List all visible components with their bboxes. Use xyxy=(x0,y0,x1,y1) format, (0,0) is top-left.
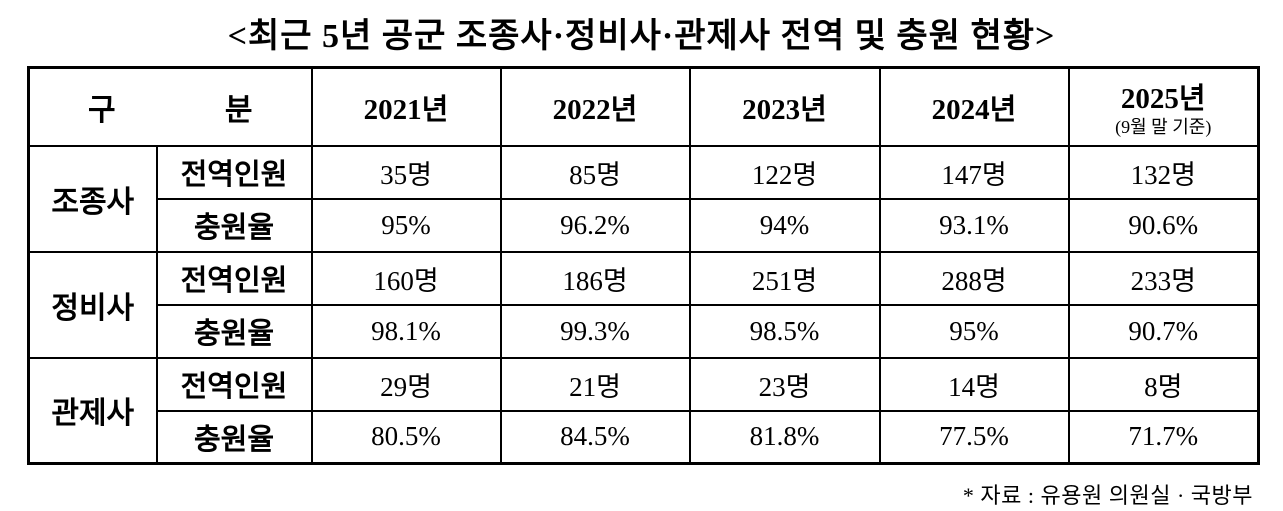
cell-value: 94% xyxy=(688,197,881,253)
cell-value: 186명 xyxy=(499,250,691,306)
cell-value: 8명 xyxy=(1067,356,1260,412)
table-header-row: 구 분 2021년 2022년 2023년 2024년 2025년 (9월 말 … xyxy=(27,66,1260,147)
cell-value: 90.6% xyxy=(1067,197,1260,253)
cell-value: 288명 xyxy=(878,250,1070,306)
group-label-maintenance: 정비사 xyxy=(27,250,158,359)
group-label-controller: 관제사 xyxy=(27,356,158,465)
cell-value: 80.5% xyxy=(310,409,502,465)
header-year-2022: 2022년 xyxy=(499,66,691,147)
cell-value: 147명 xyxy=(878,144,1070,200)
cell-value: 21명 xyxy=(499,356,691,412)
cell-value: 29명 xyxy=(310,356,502,412)
cell-value: 77.5% xyxy=(878,409,1070,465)
row-label-discharged: 전역인원 xyxy=(155,250,313,306)
header-category: 구 분 xyxy=(27,66,313,147)
header-category-label: 구 분 xyxy=(30,85,311,129)
cell-value: 98.5% xyxy=(688,303,881,359)
cell-value: 95% xyxy=(310,197,502,253)
cell-value: 132명 xyxy=(1067,144,1260,200)
cell-value: 81.8% xyxy=(688,409,881,465)
cell-value: 99.3% xyxy=(499,303,691,359)
cell-value: 84.5% xyxy=(499,409,691,465)
header-year-2024: 2024년 xyxy=(878,66,1070,147)
cell-value: 251명 xyxy=(688,250,881,306)
source-note: * 자료 : 유용원 의원실 · 국방부 xyxy=(962,483,1253,508)
row-label-discharged: 전역인원 xyxy=(155,356,313,412)
header-category-left: 구 xyxy=(88,93,116,127)
group-label-pilot: 조종사 xyxy=(27,144,158,253)
document-page: <최근 5년 공군 조종사·정비사·관제사 전역 및 충원 현황> 구 분 20… xyxy=(0,8,1283,511)
cell-value: 95% xyxy=(878,303,1070,359)
header-year-2023: 2023년 xyxy=(688,66,881,147)
table-row: 조종사 전역인원 35명 85명 122명 147명 132명 xyxy=(27,144,1260,253)
cell-value: 23명 xyxy=(688,356,881,412)
header-year-2025-label: 2025년 xyxy=(1120,83,1206,116)
cell-value: 85명 xyxy=(499,144,691,200)
table-row: 충원율 98.1% 99.3% 98.5% 95% 90.7% xyxy=(29,303,1260,359)
row-label-fill-rate: 충원율 xyxy=(155,197,313,253)
header-year-2025-note: (9월 말 기준) xyxy=(1115,117,1212,138)
cell-value: 96.2% xyxy=(499,197,691,253)
row-label-fill-rate: 충원율 xyxy=(155,303,313,359)
cell-value: 90.7% xyxy=(1067,303,1260,359)
row-label-discharged: 전역인원 xyxy=(155,144,313,200)
cell-value: 14명 xyxy=(878,356,1070,412)
cell-value: 160명 xyxy=(310,250,502,306)
personnel-table: 구 분 2021년 2022년 2023년 2024년 2025년 (9월 말 … xyxy=(27,66,1260,465)
cell-value: 93.1% xyxy=(878,197,1070,253)
table-row: 정비사 전역인원 160명 186명 251명 288명 233명 xyxy=(27,250,1260,359)
header-year-2025: 2025년 (9월 말 기준) xyxy=(1067,66,1260,147)
row-label-fill-rate: 충원율 xyxy=(155,409,313,465)
cell-value: 71.7% xyxy=(1067,409,1260,465)
cell-value: 98.1% xyxy=(310,303,502,359)
header-category-right: 분 xyxy=(224,93,253,127)
table-row: 관제사 전역인원 29명 21명 23명 14명 8명 xyxy=(27,356,1260,465)
table-row: 충원율 95% 96.2% 94% 93.1% 90.6% xyxy=(29,197,1260,253)
cell-value: 35명 xyxy=(310,144,502,200)
table-row: 충원율 80.5% 84.5% 81.8% 77.5% 71.7% xyxy=(29,409,1260,465)
cell-value: 233명 xyxy=(1067,250,1260,306)
page-title: <최근 5년 공군 조종사·정비사·관제사 전역 및 충원 현황> xyxy=(227,18,1056,55)
header-year-2021: 2021년 xyxy=(310,66,502,147)
cell-value: 122명 xyxy=(688,144,881,200)
